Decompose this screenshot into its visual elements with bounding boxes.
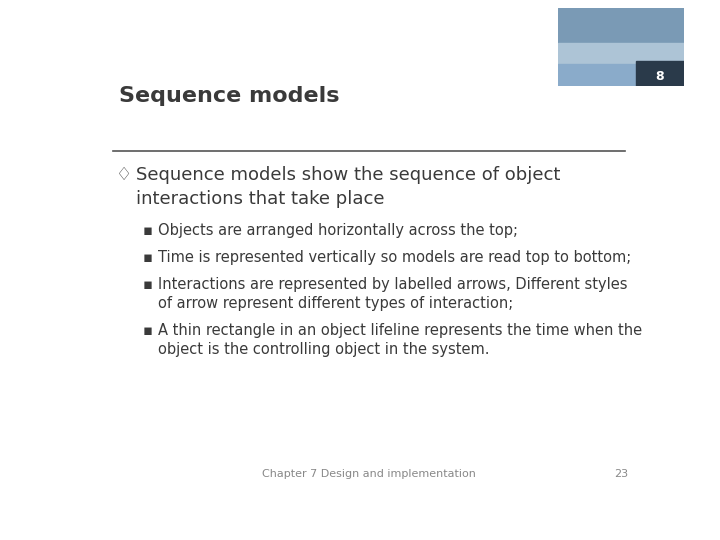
Text: interactions that take place: interactions that take place <box>137 190 385 208</box>
Bar <box>558 64 684 86</box>
Text: Sequence models: Sequence models <box>120 86 340 106</box>
Text: Interactions are represented by labelled arrows, Different styles
of arrow repre: Interactions are represented by labelled… <box>158 276 628 310</box>
Text: Chapter 7 Design and implementation: Chapter 7 Design and implementation <box>262 469 476 479</box>
Text: A thin rectangle in an object lifeline represents the time when the
object is th: A thin rectangle in an object lifeline r… <box>158 323 642 357</box>
Text: 8: 8 <box>656 70 665 83</box>
Bar <box>636 62 684 86</box>
Text: Sequence models show the sequence of object: Sequence models show the sequence of obj… <box>137 166 561 185</box>
Text: ♢: ♢ <box>116 166 132 185</box>
Text: ▪: ▪ <box>143 276 153 292</box>
Bar <box>558 8 684 43</box>
Text: Time is represented vertically so models are read top to bottom;: Time is represented vertically so models… <box>158 249 631 265</box>
Bar <box>558 43 684 64</box>
Text: 23: 23 <box>614 469 629 479</box>
Text: Objects are arranged horizontally across the top;: Objects are arranged horizontally across… <box>158 222 518 238</box>
Text: ▪: ▪ <box>143 323 153 338</box>
Text: ▪: ▪ <box>143 249 153 265</box>
Text: ▪: ▪ <box>143 222 153 238</box>
